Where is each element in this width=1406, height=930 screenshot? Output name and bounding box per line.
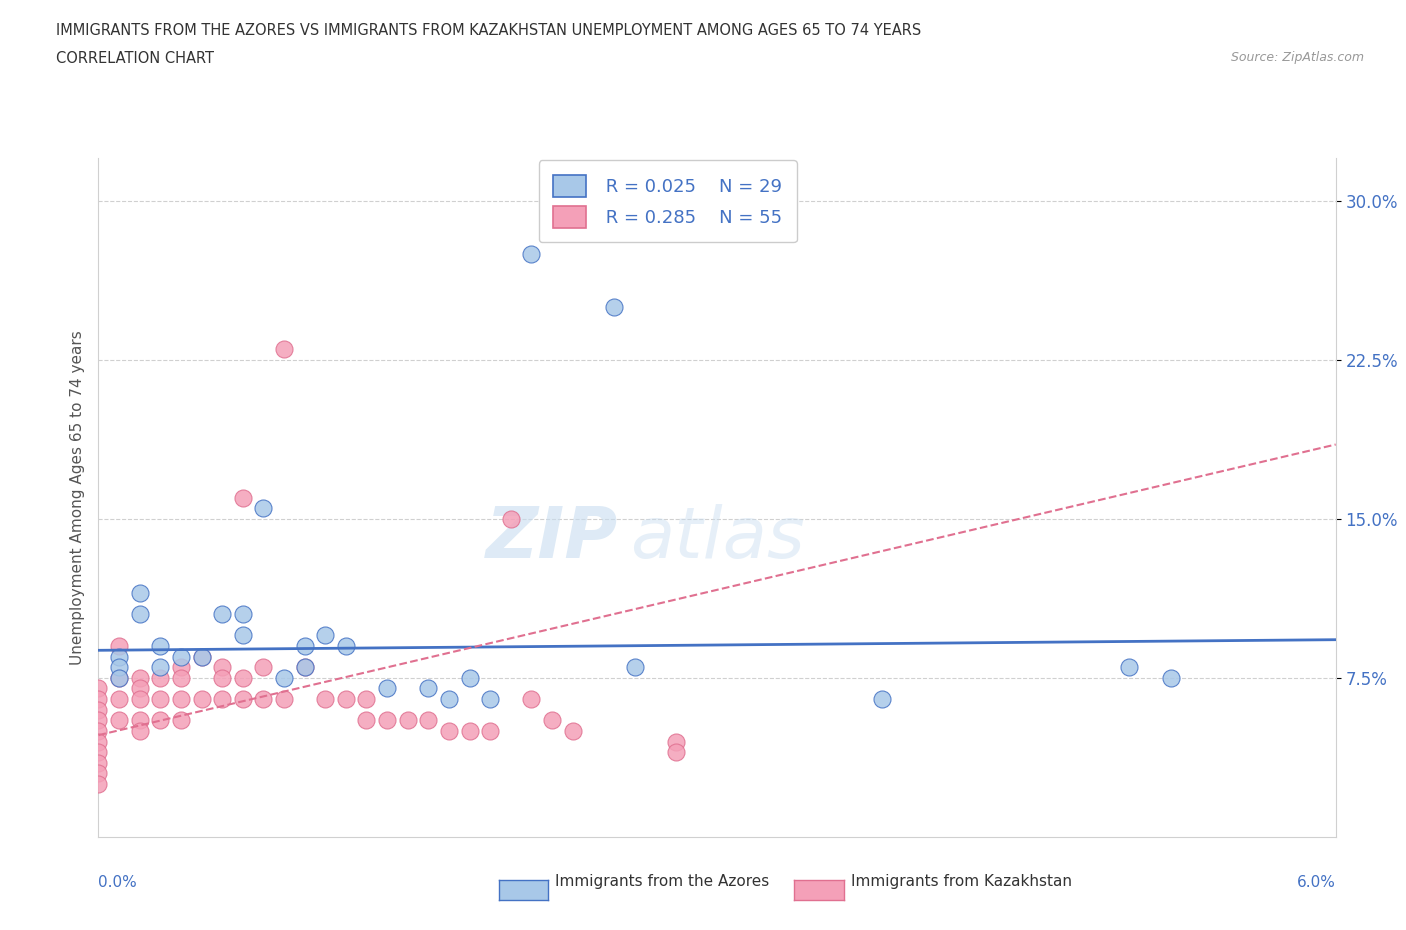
Text: 0.0%: 0.0% (98, 875, 138, 890)
Point (190, 649, 212, 664)
Point (108, 660, 131, 675)
Point (437, 692, 460, 707)
Point (108, 649, 131, 664)
Text: Immigrants from Kazakhstan: Immigrants from Kazakhstan (851, 874, 1071, 889)
Point (128, 724, 150, 738)
Point (252, 692, 274, 707)
Point (87, 755, 110, 770)
Point (252, 500, 274, 515)
Point (520, 692, 543, 707)
Point (294, 660, 316, 675)
Point (128, 671, 150, 685)
Point (314, 692, 336, 707)
Point (190, 649, 212, 664)
Point (211, 692, 233, 707)
Point (499, 512, 522, 526)
Point (108, 639, 131, 654)
Point (356, 692, 378, 707)
Point (232, 606, 254, 621)
Text: 6.0%: 6.0% (1296, 875, 1336, 890)
Point (190, 692, 212, 707)
Text: Immigrants from the Azores: Immigrants from the Azores (555, 874, 769, 889)
Point (665, 734, 688, 749)
Point (87, 681, 110, 696)
Point (458, 671, 481, 685)
Point (87, 734, 110, 749)
Point (128, 606, 150, 621)
Text: Source: ZipAtlas.com: Source: ZipAtlas.com (1230, 51, 1364, 64)
Point (149, 639, 172, 654)
Point (128, 713, 150, 728)
Point (561, 724, 583, 738)
Text: CORRELATION CHART: CORRELATION CHART (56, 51, 214, 66)
Point (170, 649, 193, 664)
Point (170, 713, 193, 728)
Point (87, 766, 110, 781)
Point (149, 671, 172, 685)
Point (87, 724, 110, 738)
Point (108, 671, 131, 685)
Point (603, 299, 626, 314)
Point (232, 490, 254, 505)
Point (211, 671, 233, 685)
Point (273, 692, 295, 707)
Point (87, 702, 110, 717)
Point (273, 341, 295, 356)
Text: ZIP: ZIP (486, 504, 619, 573)
Point (273, 671, 295, 685)
Point (108, 713, 131, 728)
Point (665, 745, 688, 760)
Point (170, 692, 193, 707)
Point (356, 713, 378, 728)
Point (149, 692, 172, 707)
Text: IMMIGRANTS FROM THE AZORES VS IMMIGRANTS FROM KAZAKHSTAN UNEMPLOYMENT AMONG AGES: IMMIGRANTS FROM THE AZORES VS IMMIGRANTS… (56, 23, 921, 38)
Point (396, 713, 419, 728)
Point (458, 724, 481, 738)
Point (1118, 660, 1140, 675)
Point (170, 660, 193, 675)
Point (479, 692, 502, 707)
Point (375, 681, 398, 696)
Point (335, 639, 357, 654)
Point (418, 681, 440, 696)
Point (870, 692, 893, 707)
Point (128, 692, 150, 707)
Point (87, 692, 110, 707)
Point (314, 628, 336, 643)
Point (541, 713, 564, 728)
Point (252, 660, 274, 675)
Point (232, 671, 254, 685)
Point (294, 639, 316, 654)
Point (375, 713, 398, 728)
Legend:  R = 0.025    N = 29,  R = 0.285    N = 55: R = 0.025 N = 29, R = 0.285 N = 55 (538, 160, 797, 243)
Point (418, 713, 440, 728)
Point (149, 660, 172, 675)
Point (211, 660, 233, 675)
Point (108, 671, 131, 685)
Point (211, 606, 233, 621)
Point (520, 246, 543, 261)
Point (479, 724, 502, 738)
Point (87, 745, 110, 760)
Point (232, 692, 254, 707)
Point (232, 628, 254, 643)
Point (1160, 671, 1182, 685)
Point (294, 660, 316, 675)
Point (87, 713, 110, 728)
Point (128, 681, 150, 696)
Point (437, 724, 460, 738)
Text: atlas: atlas (630, 504, 806, 573)
Point (108, 692, 131, 707)
Point (149, 713, 172, 728)
Point (623, 660, 645, 675)
Point (170, 671, 193, 685)
Point (128, 586, 150, 601)
Point (87, 777, 110, 791)
Point (335, 692, 357, 707)
Y-axis label: Unemployment Among Ages 65 to 74 years: Unemployment Among Ages 65 to 74 years (69, 330, 84, 665)
